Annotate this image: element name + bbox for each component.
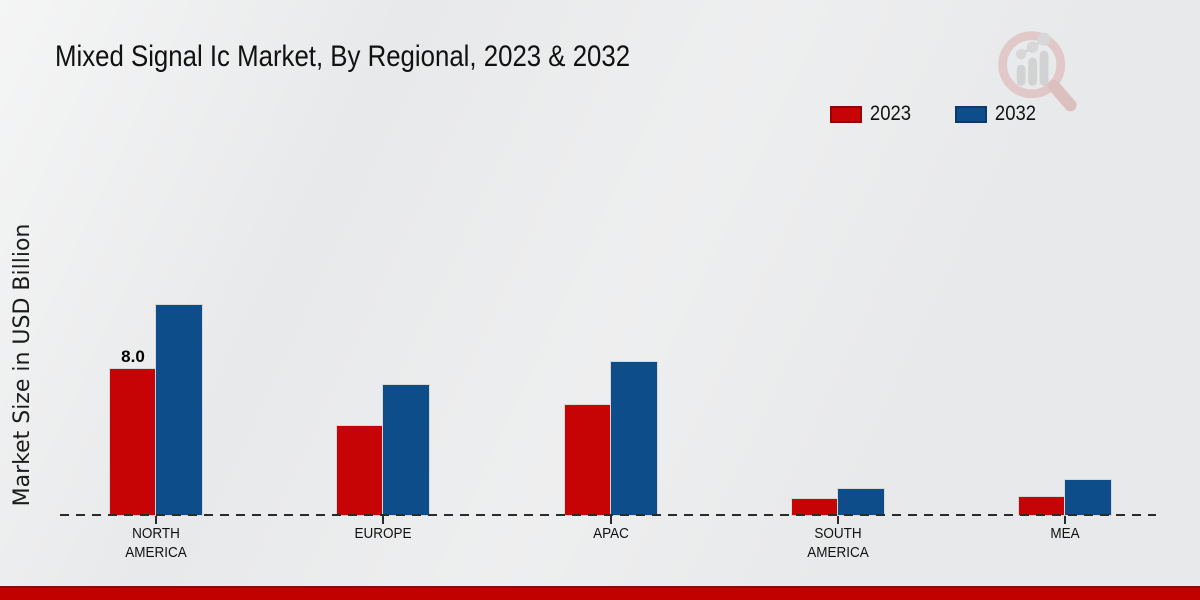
x-axis-tick-south-america <box>836 516 839 524</box>
x-axis-tick-north-america <box>155 516 157 524</box>
x-axis-tick-apac <box>609 516 612 524</box>
x-axis-label-north-america: NORTH AMERICA <box>125 525 187 561</box>
x-axis-label-europe: EUROPE <box>354 525 412 542</box>
x-axis-dashed-line <box>60 514 1156 516</box>
x-axis-tick-europe <box>382 516 385 524</box>
bar-2032-mea <box>1065 480 1111 515</box>
bar-2023-south-america <box>791 499 838 515</box>
magnifier-bar-chart-icon <box>998 31 1077 112</box>
legend-label-2023: 2023 <box>869 102 911 125</box>
bar-2023-europe <box>337 426 384 515</box>
x-axis-label-south-america: SOUTH AMERICA <box>806 525 869 561</box>
bar-2032-north-america <box>156 305 202 515</box>
legend: 2023 2032 <box>829 102 1043 126</box>
legend-item-2032: 2032 <box>955 102 1043 126</box>
bar-2023-north-america <box>110 369 156 515</box>
legend-swatch-2023 <box>829 105 862 123</box>
data-label-2023: 8.0 <box>121 347 145 366</box>
bar-2023-mea <box>1019 497 1065 515</box>
bar-2032-apac <box>610 362 657 515</box>
legend-item-2023: 2023 <box>829 102 918 126</box>
legend-swatch-2032 <box>955 105 988 123</box>
footer-bar <box>0 586 1200 600</box>
x-axis-label-apac: APAC <box>592 525 629 542</box>
legend-label-2032: 2032 <box>995 102 1037 125</box>
x-axis-label-mea: MEA <box>1050 525 1080 542</box>
chart-title: Mixed Signal Ic Market, By Regional, 202… <box>55 40 631 73</box>
bar-2032-europe <box>383 385 430 515</box>
bar-2032-south-america <box>837 489 884 515</box>
x-axis-tick-mea <box>1064 516 1066 524</box>
bar-2023-apac <box>564 405 611 515</box>
